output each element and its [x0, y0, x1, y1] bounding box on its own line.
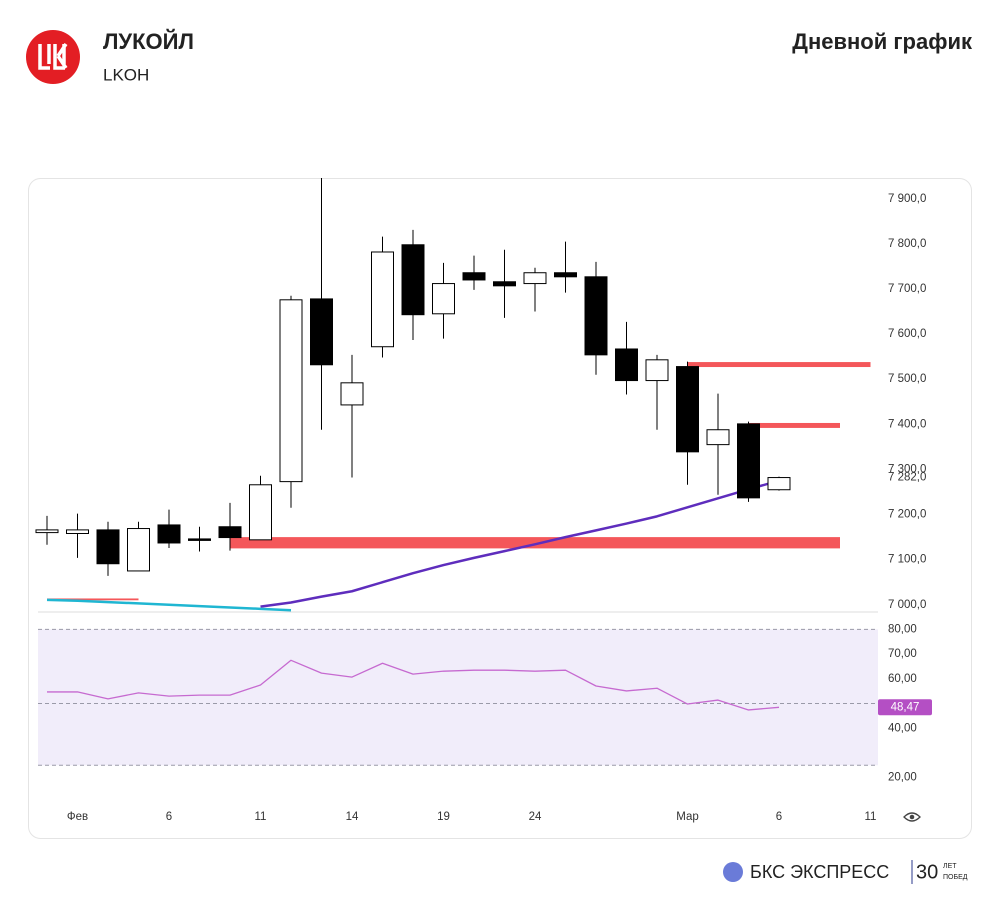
x-tick-label: 24 — [529, 811, 542, 823]
candle-body — [737, 423, 760, 499]
visibility-icon — [903, 812, 921, 822]
footer-caption: ЛЕТ — [943, 863, 957, 870]
last-rsi-badge — [878, 699, 932, 716]
candle-body — [676, 366, 699, 453]
x-tick-label: 6 — [166, 811, 172, 823]
candle-body — [96, 529, 120, 565]
candle-body — [645, 359, 669, 382]
price-level — [230, 537, 840, 549]
y-tick-label: 7 000,0 — [888, 599, 926, 611]
candle-body — [66, 529, 89, 535]
candle-body — [493, 281, 516, 287]
candle-body — [523, 272, 547, 285]
candle-body — [401, 244, 425, 316]
company-logo — [26, 30, 80, 84]
x-tick-label: 6 — [776, 811, 782, 823]
logo-glyph — [38, 43, 68, 70]
price-level — [687, 362, 871, 368]
candle-body — [310, 298, 333, 366]
candle-body — [584, 276, 608, 356]
x-tick-label: Мар — [676, 811, 699, 823]
y-tick-label: 7 300,0 — [888, 463, 926, 475]
company-title: ЛУКОЙЛ — [103, 29, 194, 54]
y-tick-label: 7 700,0 — [888, 283, 926, 295]
candle-body — [706, 429, 730, 446]
plot: 7 900,0 7 800,0 7 700,0 7 600,0 7 500,0 7 400… — [35, 178, 932, 823]
y-tick-label: 20,00 — [888, 772, 917, 784]
footer-caption: ПОБЕД — [943, 874, 968, 881]
candle-body — [340, 382, 364, 406]
chart-label: Дневной график — [792, 29, 973, 54]
y-tick-label: 7 900,0 — [888, 193, 926, 205]
candle-body — [127, 528, 150, 572]
last-rsi-label: 48,47 — [891, 701, 920, 713]
last-price-label: 7 282,0 — [888, 472, 926, 484]
x-tick-label: 11 — [865, 811, 877, 823]
y-tick-label: 7 800,0 — [888, 238, 926, 250]
y-tick-label: 40,00 — [888, 722, 917, 734]
footer-years: 30 — [916, 861, 938, 883]
candle-body — [767, 477, 791, 491]
moving-average — [260, 479, 780, 608]
y-tick-label: 7 600,0 — [888, 328, 926, 340]
candle-body — [35, 529, 59, 534]
price-level — [47, 598, 139, 601]
candle-body — [188, 538, 211, 541]
candle-body — [615, 348, 638, 382]
y-tick-label: 7 200,0 — [888, 509, 926, 521]
moving-average — [46, 598, 292, 612]
x-tick-label: 11 — [255, 811, 267, 823]
rsi-band — [38, 629, 878, 766]
y-tick-label: 70,00 — [888, 648, 917, 660]
y-tick-label: 80,00 — [888, 623, 917, 635]
x-tick-label: 14 — [346, 811, 359, 823]
candle-body — [249, 484, 272, 541]
y-tick-label: 7 500,0 — [888, 373, 926, 385]
rsi-line — [47, 659, 780, 711]
x-tick-label: 19 — [437, 811, 450, 823]
y-tick-label: 60,00 — [888, 673, 917, 685]
x-tick-label: Фев — [67, 811, 88, 823]
candle-body — [279, 299, 303, 483]
footer-logo — [723, 862, 743, 882]
candle-body — [371, 251, 394, 348]
price-level — [748, 422, 840, 428]
candle-body — [554, 272, 577, 278]
candle-body — [218, 526, 242, 539]
y-tick-label: 7 400,0 — [888, 418, 926, 430]
y-tick-label: 7 100,0 — [888, 554, 926, 566]
candle-body — [462, 272, 486, 281]
footer-brand: БКС ЭКСПРЕСС — [750, 862, 889, 882]
ticker: LKOH — [103, 65, 149, 84]
candle-body — [432, 283, 455, 315]
candle-body — [157, 524, 181, 544]
